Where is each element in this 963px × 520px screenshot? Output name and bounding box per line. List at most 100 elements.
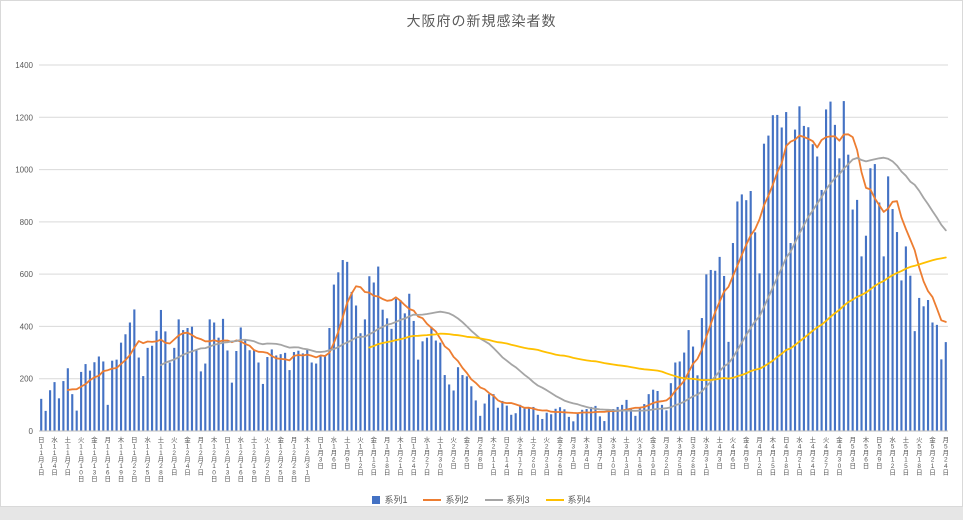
bar <box>895 232 899 431</box>
bar <box>785 112 788 431</box>
bar <box>510 414 513 431</box>
bar <box>656 391 659 431</box>
bar <box>310 362 313 431</box>
bar <box>780 127 783 431</box>
bar <box>328 328 331 431</box>
bar <box>603 421 606 431</box>
bar <box>252 349 256 431</box>
legend-label: 系列1 <box>384 495 408 505</box>
bar <box>811 144 814 431</box>
bar <box>164 331 167 431</box>
bar <box>696 375 699 431</box>
bar <box>88 370 92 431</box>
bar <box>536 414 539 431</box>
bar <box>523 407 526 431</box>
legend-label: 系列2 <box>445 495 469 505</box>
bar <box>390 328 393 431</box>
bar <box>541 418 544 431</box>
chart-legend: 系列1 系列2 系列3 系列4 <box>1 493 962 506</box>
bar <box>944 342 947 431</box>
bar <box>940 359 943 431</box>
bar <box>687 330 690 431</box>
bar <box>643 404 646 431</box>
chart-title: 大阪府の新規感染者数 <box>406 13 557 29</box>
bar <box>820 189 823 431</box>
bar <box>665 410 668 431</box>
bars-series-1 <box>40 101 947 432</box>
bar <box>53 382 56 431</box>
bar <box>44 410 47 431</box>
legend-line-marker-icon <box>545 498 564 501</box>
bar <box>84 364 87 431</box>
bar <box>102 361 105 431</box>
bar <box>363 319 366 431</box>
bar <box>155 330 158 431</box>
bar <box>190 326 194 431</box>
bar <box>208 319 211 431</box>
bar <box>519 404 522 431</box>
bar <box>900 280 903 431</box>
legend-line-marker-icon <box>423 498 442 501</box>
bar <box>598 416 601 431</box>
bar <box>106 404 109 431</box>
svg-text:0: 0 <box>29 427 34 436</box>
bar <box>625 399 628 431</box>
bar <box>629 409 633 431</box>
bar <box>479 415 482 431</box>
bar <box>394 298 398 431</box>
svg-text:1000: 1000 <box>15 166 33 175</box>
bar <box>514 413 517 431</box>
bar <box>297 350 300 431</box>
bar <box>239 327 242 431</box>
bar <box>532 406 535 431</box>
bar <box>913 331 916 431</box>
bar <box>230 382 233 431</box>
bar <box>616 406 619 431</box>
bar <box>288 370 291 431</box>
bar <box>700 318 703 431</box>
bar <box>417 359 420 431</box>
bar <box>488 394 491 431</box>
bar <box>40 398 43 431</box>
bar <box>887 176 890 431</box>
bar <box>931 322 934 431</box>
legend-label: 系列4 <box>567 495 591 505</box>
legend-item-系列2: 系列2 <box>423 493 469 506</box>
bar <box>443 375 446 431</box>
bar <box>177 319 180 431</box>
bar <box>505 405 508 431</box>
bar <box>71 394 74 431</box>
bar <box>319 356 322 431</box>
bar <box>49 390 52 431</box>
bar <box>372 282 375 431</box>
bar <box>802 125 805 431</box>
bar <box>758 273 761 431</box>
bar <box>377 266 380 431</box>
legend-line-marker-icon <box>484 498 503 501</box>
